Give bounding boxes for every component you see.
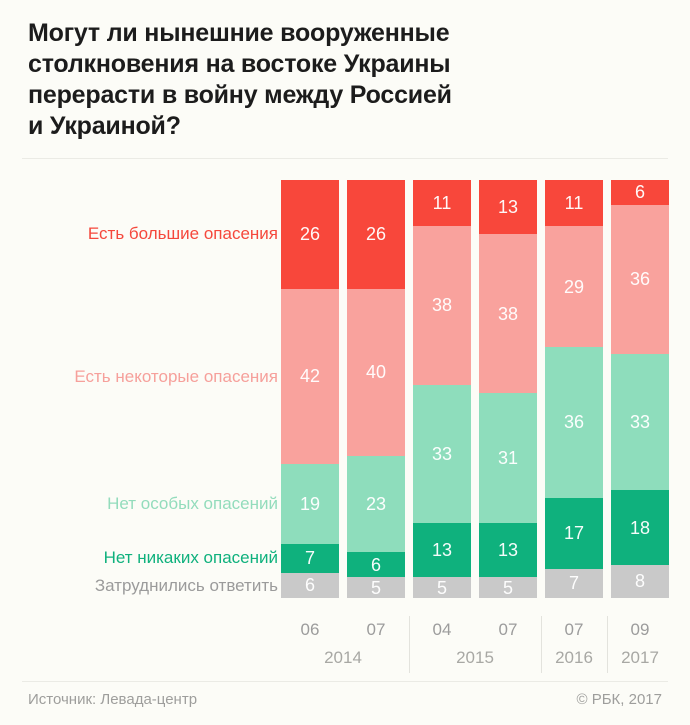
bar-segment: 26 bbox=[347, 180, 405, 289]
legend-label: Затруднились ответить bbox=[94, 575, 278, 595]
value-label: 6 bbox=[634, 182, 645, 203]
bar-segment: 13 bbox=[479, 180, 537, 235]
bar-segment: 26 bbox=[281, 180, 339, 289]
value-label: 33 bbox=[629, 412, 651, 433]
value-label: 11 bbox=[564, 192, 584, 213]
plot-area: 26 42 19 7 6 26 40 23 6 5 11 38 33 13 5 13 38 31 13 5 11 29 36… bbox=[281, 180, 669, 599]
bar-segment: 8 bbox=[611, 564, 669, 598]
year-tick-label: 2016 bbox=[555, 648, 593, 667]
footer-divider bbox=[22, 681, 668, 682]
bar-segment: 31 bbox=[479, 393, 537, 523]
bar-segment: 36 bbox=[545, 347, 603, 498]
bar-segment: 40 bbox=[347, 288, 405, 456]
legend-label: Нет никаких опасений bbox=[103, 548, 278, 568]
value-label: 5 bbox=[502, 577, 513, 598]
value-label: 29 bbox=[563, 276, 585, 297]
footer: Источник: Левада-центр © РБК, 2017 bbox=[28, 691, 662, 708]
value-label: 8 bbox=[634, 571, 645, 592]
bar-2015-04: 11 38 33 13 5 bbox=[413, 180, 471, 599]
month-tick-label: 07 bbox=[564, 620, 584, 639]
value-label: 11 bbox=[432, 192, 452, 213]
value-label: 33 bbox=[431, 443, 453, 464]
bar-segment: 33 bbox=[611, 353, 669, 491]
bar-segment: 5 bbox=[413, 577, 471, 599]
value-label: 26 bbox=[365, 224, 387, 245]
value-label: 26 bbox=[299, 224, 321, 245]
value-label: 13 bbox=[431, 539, 453, 560]
value-label: 19 bbox=[299, 493, 321, 514]
bar-2014-06: 26 42 19 7 6 bbox=[281, 180, 339, 599]
value-label: 13 bbox=[497, 539, 519, 560]
bar-segment: 38 bbox=[413, 225, 471, 385]
year-group-divider bbox=[607, 616, 608, 673]
month-axis: 06 07 04 07 07 09 bbox=[281, 620, 669, 640]
value-label: 31 bbox=[497, 447, 519, 468]
bar-2015-07: 13 38 31 13 5 bbox=[479, 180, 537, 599]
source-label: Источник: Левада-центр bbox=[28, 691, 198, 708]
bar-segment: 19 bbox=[281, 464, 339, 544]
bar-segment: 33 bbox=[413, 384, 471, 523]
value-label: 38 bbox=[497, 303, 519, 324]
bar-segment: 42 bbox=[281, 288, 339, 465]
month-tick-label: 07 bbox=[498, 620, 518, 639]
page-title: Могут ли нынешние вооруженные столкновен… bbox=[28, 19, 452, 140]
value-label: 38 bbox=[431, 295, 453, 316]
month-tick-label: 06 bbox=[300, 620, 320, 639]
year-group-divider bbox=[541, 616, 542, 673]
value-label: 18 bbox=[629, 517, 651, 538]
bar-segment: 17 bbox=[545, 497, 603, 569]
value-label: 17 bbox=[563, 523, 585, 544]
bar-segment: 18 bbox=[611, 490, 669, 565]
legend-label: Есть большие опасения bbox=[87, 224, 278, 244]
value-label: 6 bbox=[304, 575, 315, 596]
bar-segment: 13 bbox=[413, 522, 471, 578]
value-label: 7 bbox=[568, 573, 579, 594]
value-label: 23 bbox=[365, 493, 387, 514]
bar-2016-07: 11 29 36 17 7 bbox=[545, 180, 603, 599]
bar-segment: 29 bbox=[545, 225, 603, 348]
value-label: 5 bbox=[370, 577, 381, 598]
bar-segment: 6 bbox=[611, 180, 669, 205]
bar-segment: 7 bbox=[281, 543, 339, 573]
bar-segment: 5 bbox=[479, 577, 537, 599]
bar-segment: 23 bbox=[347, 455, 405, 553]
value-label: 5 bbox=[436, 577, 447, 598]
value-label: 7 bbox=[304, 548, 315, 569]
year-tick-label: 2017 bbox=[621, 648, 659, 667]
year-tick-label: 2015 bbox=[456, 648, 494, 667]
year-tick-label: 2014 bbox=[324, 648, 362, 667]
legend-label: Нет особых опасений bbox=[107, 493, 278, 513]
copyright-label: © РБК, 2017 bbox=[576, 691, 662, 708]
bar-segment: 36 bbox=[611, 204, 669, 354]
value-label: 42 bbox=[299, 366, 321, 387]
bar-segment: 5 bbox=[347, 577, 405, 599]
bar-segment: 11 bbox=[413, 180, 471, 226]
value-label: 36 bbox=[629, 269, 651, 290]
value-label: 40 bbox=[365, 362, 387, 383]
month-tick-label: 09 bbox=[630, 620, 650, 639]
bar-segment: 11 bbox=[545, 180, 603, 226]
year-group-divider bbox=[409, 616, 410, 673]
bar-segment: 6 bbox=[347, 552, 405, 578]
bar-2014-07: 26 40 23 6 5 bbox=[347, 180, 405, 599]
value-label: 13 bbox=[497, 197, 519, 218]
bar-segment: 6 bbox=[281, 572, 339, 599]
value-label: 36 bbox=[563, 412, 585, 433]
month-tick-label: 07 bbox=[366, 620, 386, 639]
bar-segment: 13 bbox=[479, 522, 537, 578]
bar-segment: 7 bbox=[545, 568, 603, 599]
bar-2017-09: 6 36 33 18 8 bbox=[611, 180, 669, 598]
title-divider bbox=[22, 158, 668, 159]
month-tick-label: 04 bbox=[432, 620, 452, 639]
value-label: 6 bbox=[370, 554, 381, 575]
bar-segment: 38 bbox=[479, 234, 537, 394]
legend-label: Есть некоторые опасения bbox=[74, 366, 278, 386]
